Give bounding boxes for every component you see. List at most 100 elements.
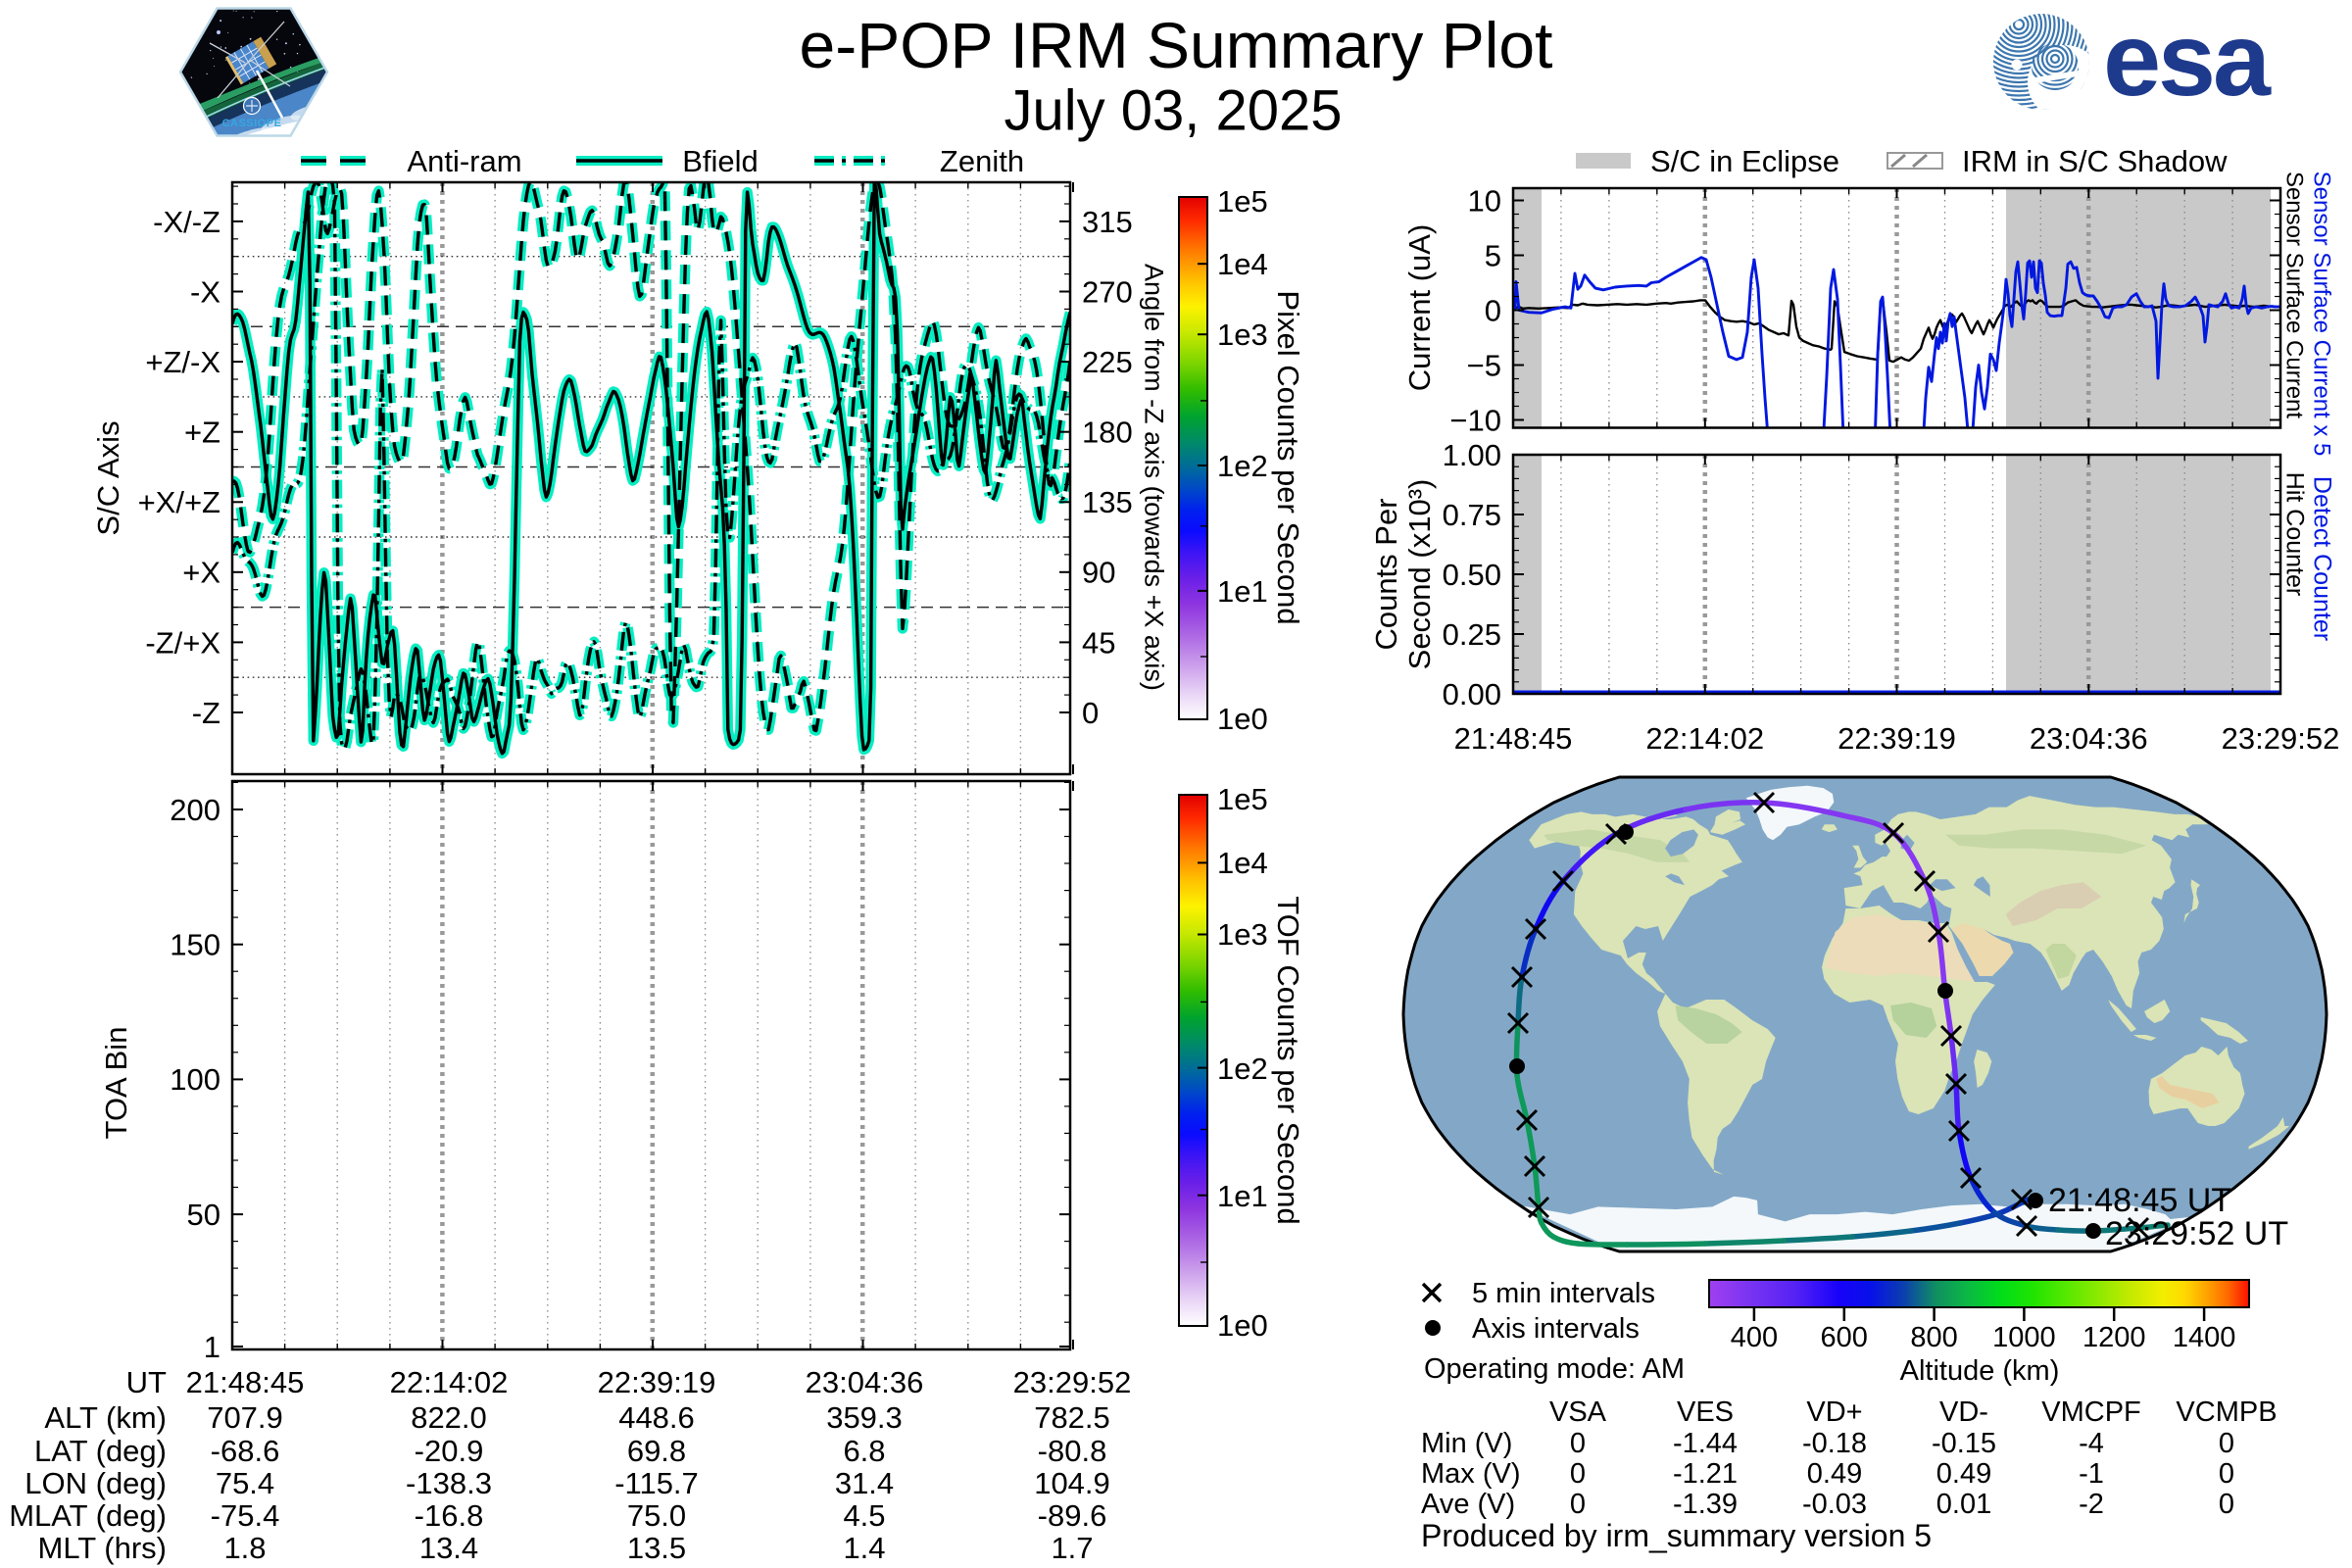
svg-text:Second (x10³): Second (x10³)	[1402, 479, 1437, 670]
svg-text:-1.44: -1.44	[1673, 1428, 1738, 1459]
svg-text:0.50: 0.50	[1443, 558, 1501, 592]
svg-text:-0.18: -0.18	[1802, 1428, 1867, 1459]
svg-text:104.9: 104.9	[1034, 1466, 1110, 1500]
svg-text:0: 0	[1082, 696, 1099, 730]
svg-text:23:29:52: 23:29:52	[1013, 1365, 1132, 1399]
svg-text:1200: 1200	[2082, 1322, 2146, 1353]
svg-text:23:29:52: 23:29:52	[2222, 721, 2340, 756]
svg-text:0.25: 0.25	[1443, 617, 1501, 652]
svg-text:+X: +X	[182, 556, 220, 590]
svg-text:Altitude (km): Altitude (km)	[1900, 1355, 2060, 1387]
svg-text:448.6: 448.6	[618, 1400, 695, 1435]
svg-text:31.4: 31.4	[835, 1466, 894, 1500]
svg-text:135: 135	[1082, 485, 1133, 519]
svg-text:75.0: 75.0	[627, 1498, 686, 1533]
svg-text:+X/+Z: +X/+Z	[138, 485, 220, 519]
svg-text:CASSIOPE: CASSIOPE	[222, 118, 282, 129]
svg-text:-X/-Z: -X/-Z	[153, 205, 220, 239]
svg-text:90: 90	[1082, 556, 1115, 590]
svg-text:0.49: 0.49	[1936, 1458, 1991, 1490]
svg-text:23:04:36: 23:04:36	[806, 1365, 924, 1399]
svg-text:1000: 1000	[1992, 1322, 2056, 1353]
svg-text:-0.03: -0.03	[1802, 1489, 1867, 1520]
svg-text:707.9: 707.9	[207, 1400, 283, 1435]
svg-text:1e4: 1e4	[1217, 846, 1268, 880]
svg-text:MLT (hrs): MLT (hrs)	[38, 1531, 167, 1565]
svg-text:822.0: 822.0	[411, 1400, 487, 1435]
svg-text:1e1: 1e1	[1217, 574, 1268, 609]
svg-text:1e3: 1e3	[1217, 318, 1268, 352]
svg-text:22:39:19: 22:39:19	[1838, 721, 1956, 756]
svg-text:ALT (km): ALT (km)	[44, 1400, 167, 1435]
svg-text:VES: VES	[1677, 1396, 1734, 1428]
svg-text:1e1: 1e1	[1217, 1179, 1268, 1213]
svg-text:69.8: 69.8	[627, 1434, 686, 1468]
svg-text:200: 200	[170, 793, 220, 827]
svg-text:-16.8: -16.8	[415, 1498, 484, 1533]
svg-text:22:39:19: 22:39:19	[598, 1365, 716, 1399]
svg-text:-1.21: -1.21	[1673, 1458, 1738, 1490]
svg-text:6.8: 6.8	[843, 1434, 885, 1468]
svg-text:5: 5	[1485, 238, 1501, 272]
svg-text:13.4: 13.4	[419, 1531, 478, 1565]
svg-text:VD+: VD+	[1806, 1396, 1862, 1428]
svg-text:+Z/-X: +Z/-X	[145, 345, 220, 379]
svg-text:July 03, 2025: July 03, 2025	[1004, 78, 1342, 142]
svg-text:-1.39: -1.39	[1673, 1489, 1738, 1520]
svg-text:-89.6: -89.6	[1038, 1498, 1107, 1533]
svg-text:359.3: 359.3	[826, 1400, 903, 1435]
svg-text:IRM in S/C Shadow: IRM in S/C Shadow	[1962, 144, 2228, 178]
svg-text:13.5: 13.5	[627, 1531, 686, 1565]
svg-text:VD-: VD-	[1939, 1396, 1988, 1428]
svg-text:22:14:02: 22:14:02	[1645, 721, 1764, 756]
svg-text:225: 225	[1082, 345, 1133, 379]
svg-text:0: 0	[1485, 293, 1501, 327]
svg-text:VCMPB: VCMPB	[2176, 1396, 2277, 1428]
svg-text:UT: UT	[126, 1365, 167, 1399]
svg-text:Axis intervals: Axis intervals	[1472, 1313, 1640, 1345]
svg-text:0.01: 0.01	[1936, 1489, 1991, 1520]
svg-text:Counts Per: Counts Per	[1369, 498, 1403, 650]
svg-text:45: 45	[1082, 625, 1115, 660]
svg-text:1e3: 1e3	[1217, 917, 1268, 952]
svg-text:1.00: 1.00	[1443, 438, 1501, 472]
svg-text:0.49: 0.49	[1807, 1458, 1862, 1490]
svg-text:-138.3: -138.3	[406, 1466, 492, 1500]
svg-text:0: 0	[2219, 1458, 2234, 1490]
svg-text:esa: esa	[2103, 2, 2272, 118]
svg-text:1.8: 1.8	[223, 1531, 266, 1565]
svg-text:782.5: 782.5	[1034, 1400, 1110, 1435]
svg-text:VMCPF: VMCPF	[2041, 1396, 2141, 1428]
svg-text:75.4: 75.4	[216, 1466, 274, 1500]
svg-text:TOA Bin: TOA Bin	[99, 1027, 133, 1140]
svg-text:0: 0	[1570, 1428, 1586, 1459]
svg-text:23:29:52 UT: 23:29:52 UT	[2105, 1215, 2288, 1252]
svg-text:1e4: 1e4	[1217, 247, 1268, 281]
svg-text:1.4: 1.4	[843, 1531, 885, 1565]
svg-text:Angle from -Z axis (towards +X: Angle from -Z axis (towards +X axis)	[1140, 264, 1169, 691]
svg-text:22:14:02: 22:14:02	[390, 1365, 509, 1399]
svg-text:S/C Axis: S/C Axis	[91, 420, 125, 535]
svg-text:Current (uA): Current (uA)	[1402, 224, 1437, 392]
svg-text:Operating mode: AM: Operating mode: AM	[1424, 1353, 1685, 1385]
svg-text:50: 50	[187, 1198, 220, 1232]
svg-text:LON (deg): LON (deg)	[24, 1466, 167, 1500]
svg-text:0.75: 0.75	[1443, 498, 1501, 532]
svg-text:180: 180	[1082, 416, 1133, 450]
svg-text:-0.15: -0.15	[1932, 1428, 1996, 1459]
svg-text:1e2: 1e2	[1217, 1052, 1268, 1086]
svg-text:0: 0	[1570, 1458, 1586, 1490]
svg-text:4.5: 4.5	[843, 1498, 885, 1533]
svg-text:Anti-ram: Anti-ram	[407, 144, 521, 178]
svg-text:23:04:36: 23:04:36	[2030, 721, 2148, 756]
svg-text:-115.7: -115.7	[614, 1466, 699, 1500]
svg-text:10: 10	[1468, 183, 1501, 218]
svg-text:1: 1	[204, 1330, 220, 1364]
svg-text:−10: −10	[1449, 403, 1501, 437]
svg-text:0.00: 0.00	[1443, 677, 1501, 711]
svg-text:800: 800	[1910, 1322, 1957, 1353]
svg-text:-2: -2	[2079, 1489, 2104, 1520]
svg-text:Max (V): Max (V)	[1421, 1458, 1521, 1490]
svg-text:0: 0	[1570, 1489, 1586, 1520]
svg-text:LAT (deg): LAT (deg)	[34, 1434, 167, 1468]
